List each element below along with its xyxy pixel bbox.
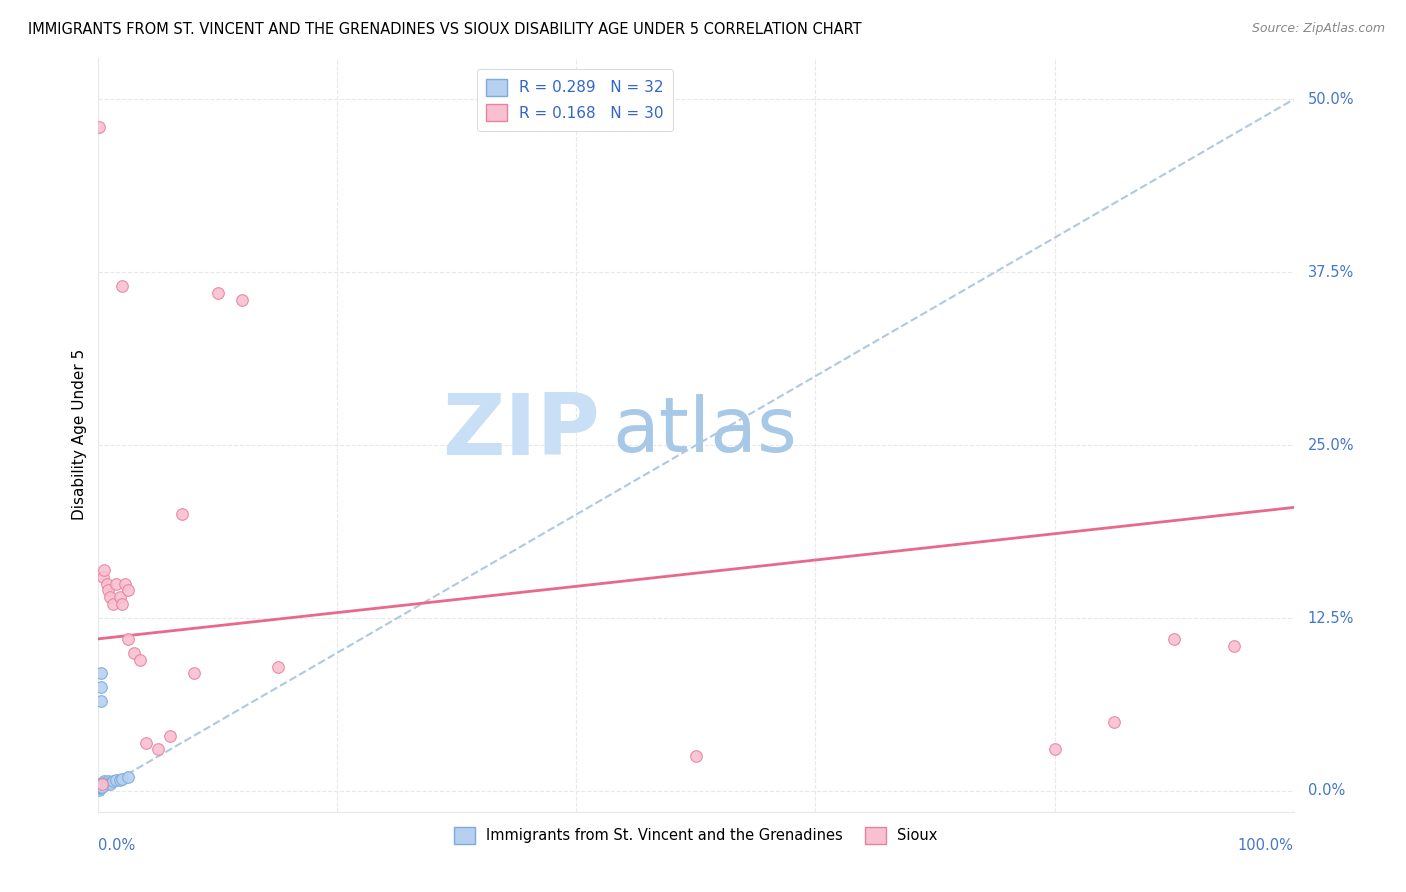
Point xyxy=(117,770,139,784)
Point xyxy=(98,775,121,789)
Point xyxy=(124,646,146,660)
Point xyxy=(90,779,112,793)
Point xyxy=(90,694,112,708)
Point xyxy=(94,777,117,791)
Text: 37.5%: 37.5% xyxy=(1308,265,1354,280)
Point xyxy=(96,576,118,591)
Point xyxy=(87,120,110,135)
Text: 50.0%: 50.0% xyxy=(1308,92,1354,107)
Point xyxy=(117,583,139,598)
Point xyxy=(89,780,111,794)
Point xyxy=(87,781,110,796)
Point xyxy=(91,777,114,791)
Point xyxy=(111,279,134,293)
Point xyxy=(1104,714,1126,729)
Text: 25.0%: 25.0% xyxy=(1308,438,1354,453)
Point xyxy=(93,563,115,577)
Point xyxy=(114,576,136,591)
Point xyxy=(231,293,253,307)
Point xyxy=(101,774,124,789)
Point xyxy=(159,729,181,743)
Point xyxy=(111,772,134,786)
Point xyxy=(91,569,114,583)
Text: 100.0%: 100.0% xyxy=(1237,838,1294,853)
Point xyxy=(183,666,205,681)
Point xyxy=(91,775,114,789)
Point xyxy=(89,781,111,796)
Point xyxy=(108,591,131,605)
Point xyxy=(98,591,122,605)
Point xyxy=(90,780,112,794)
Text: Source: ZipAtlas.com: Source: ZipAtlas.com xyxy=(1251,22,1385,36)
Text: atlas: atlas xyxy=(613,394,797,468)
Point xyxy=(172,508,194,522)
Text: IMMIGRANTS FROM ST. VINCENT AND THE GRENADINES VS SIOUX DISABILITY AGE UNDER 5 C: IMMIGRANTS FROM ST. VINCENT AND THE GREN… xyxy=(28,22,862,37)
Point xyxy=(101,597,124,611)
Point xyxy=(89,779,111,793)
Point xyxy=(89,777,111,791)
Legend: Immigrants from St. Vincent and the Grenadines, Sioux: Immigrants from St. Vincent and the Gren… xyxy=(449,822,943,850)
Point xyxy=(105,576,128,591)
Point xyxy=(97,583,120,598)
Text: 0.0%: 0.0% xyxy=(98,838,135,853)
Point xyxy=(1163,632,1185,646)
Point xyxy=(1223,639,1246,653)
Y-axis label: Disability Age Under 5: Disability Age Under 5 xyxy=(72,350,87,520)
Point xyxy=(96,775,118,789)
Point xyxy=(97,774,120,789)
Point xyxy=(90,666,112,681)
Text: ZIP: ZIP xyxy=(443,390,600,473)
Point xyxy=(91,777,114,791)
Text: 12.5%: 12.5% xyxy=(1308,611,1354,625)
Point xyxy=(93,775,115,789)
Point xyxy=(89,777,111,791)
Point xyxy=(90,777,112,791)
Point xyxy=(148,742,170,756)
Point xyxy=(98,777,122,791)
Point xyxy=(89,780,111,794)
Point xyxy=(93,774,115,789)
Point xyxy=(91,779,114,793)
Point xyxy=(90,680,112,694)
Point xyxy=(89,780,111,794)
Point xyxy=(108,772,131,787)
Text: 0.0%: 0.0% xyxy=(1308,783,1346,798)
Point xyxy=(267,659,290,673)
Point xyxy=(135,735,157,749)
Point xyxy=(89,779,111,793)
Point xyxy=(117,632,139,646)
Point xyxy=(89,782,111,797)
Point xyxy=(111,597,134,611)
Point xyxy=(207,286,229,301)
Point xyxy=(91,780,114,794)
Point xyxy=(105,772,128,787)
Point xyxy=(1043,742,1066,756)
Point xyxy=(129,652,152,666)
Point xyxy=(685,749,707,764)
